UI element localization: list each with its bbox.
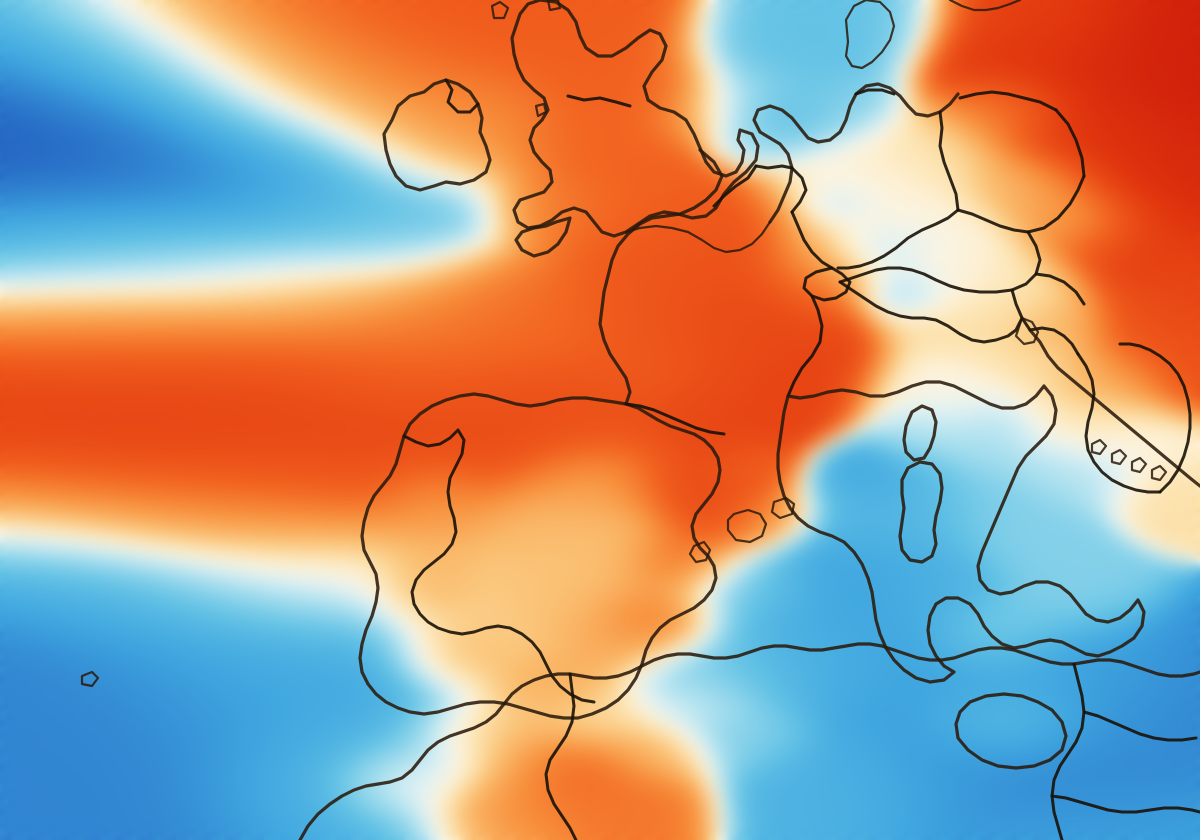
anomaly-canvas xyxy=(0,0,1200,840)
temperature-anomaly-map: Temperature anomaly forecast map — Weste… xyxy=(0,0,1200,840)
anomaly-raster-layer xyxy=(0,0,1200,840)
